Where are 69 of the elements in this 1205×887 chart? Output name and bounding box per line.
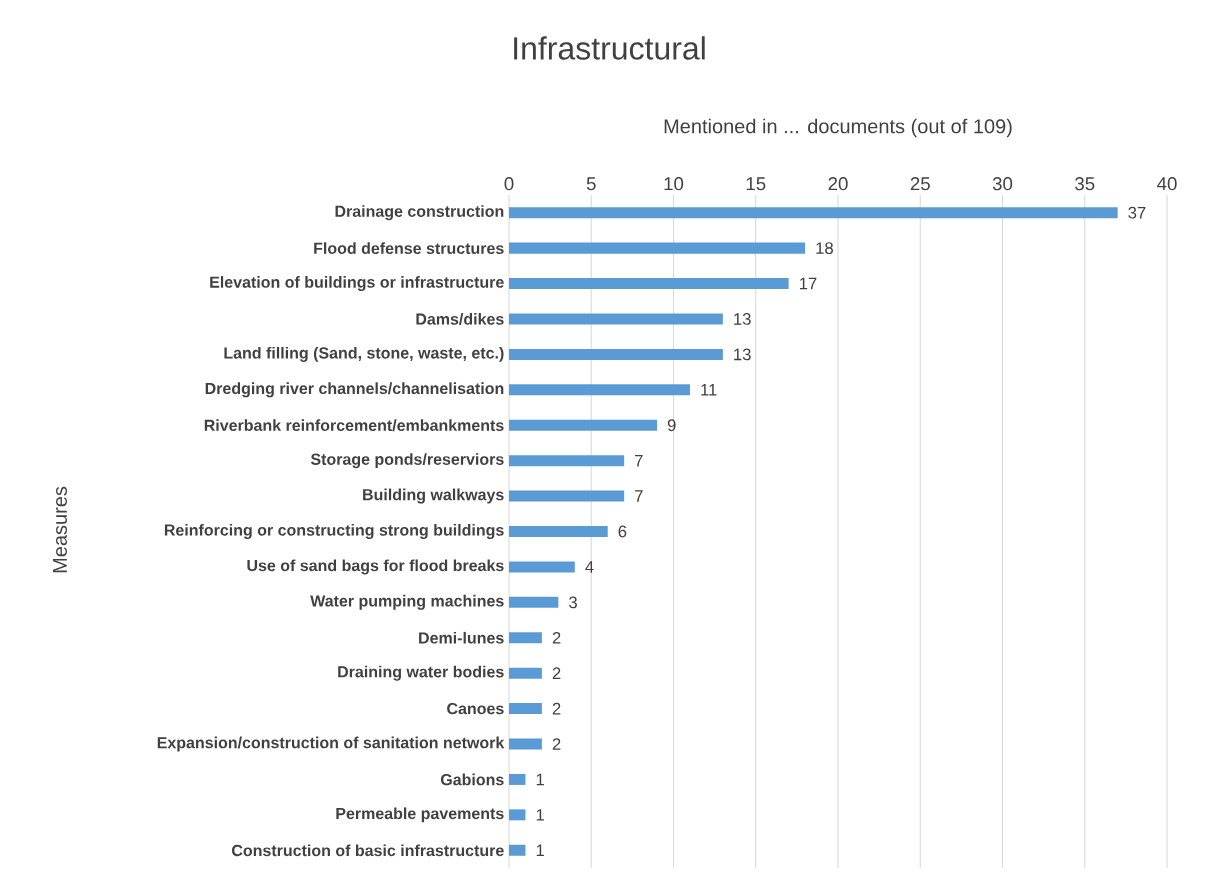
x-tick-label: 40: [1157, 177, 1177, 191]
bar: [509, 313, 723, 325]
bar: [509, 384, 690, 396]
data-label: 13: [734, 348, 751, 361]
y-tick-label: Dredging river channels/channelisation: [205, 382, 504, 398]
bar: [509, 419, 658, 431]
y-tick-label: Riverbank reinforcement/embankments: [204, 419, 504, 432]
y-tick-label: Land filling (Sand, stone, waste, etc.): [224, 346, 504, 362]
data-label: 6: [618, 525, 627, 538]
data-label: 1: [536, 809, 544, 821]
data-label: 2: [552, 667, 561, 679]
x-tick-label: 15: [746, 177, 766, 191]
data-label: 2: [552, 631, 561, 644]
bar: [509, 667, 542, 679]
y-tick-label: Construction of basic infrastructure: [232, 844, 504, 857]
data-label: 1: [536, 773, 544, 786]
y-tick-label: Gabions: [440, 773, 504, 786]
y-tick-label: Dams/dikes: [416, 313, 504, 325]
y-tick-label: Canoes: [447, 702, 504, 715]
y-tick-label: Storage ponds/reserviors: [310, 453, 504, 469]
bar: [509, 242, 806, 254]
y-tick-label: Reinforcing or constructing strong buildings: [164, 524, 504, 539]
y-tick-label: Demi-lunes: [419, 631, 504, 644]
data-label: 37: [1128, 206, 1146, 219]
y-tick-label: Permeable pavements: [336, 807, 504, 823]
data-label: 7: [635, 490, 643, 502]
y-tick-label: Flood defense structures: [314, 242, 504, 254]
data-label: 13: [734, 313, 751, 325]
data-label: 2: [552, 738, 561, 750]
bar: [509, 596, 559, 608]
x-tick-label: 25: [910, 177, 930, 191]
bar: [509, 561, 575, 573]
bar: [509, 348, 723, 360]
data-label: 9: [667, 419, 676, 432]
y-tick-label: Water pumping machines: [310, 594, 504, 610]
bar: [509, 490, 625, 502]
data-label: 3: [569, 596, 577, 609]
y-tick-label: Expansion/construction of sanitation network: [157, 736, 505, 752]
bar: [509, 632, 542, 644]
data-label: 17: [799, 277, 817, 290]
x-tick-label: 5: [586, 177, 596, 191]
y-tick-label: Drainage construction: [335, 205, 504, 221]
data-label: 2: [552, 702, 561, 715]
bar: [509, 844, 526, 856]
y-axis-title: Measures: [53, 486, 67, 573]
bar: [509, 278, 789, 290]
x-tick-label: 30: [992, 177, 1013, 191]
bar: [509, 207, 1118, 219]
data-label: 4: [585, 561, 594, 573]
data-label: 18: [816, 242, 833, 255]
x-tick-label: 35: [1075, 177, 1095, 191]
x-tick-label: 10: [664, 177, 684, 191]
bar: [509, 525, 608, 537]
y-tick-label: Elevation of buildings or infrastructure: [210, 276, 504, 292]
x-axis-title: Mentioned in ... documents (out of 109): [664, 118, 1012, 138]
y-tick-label: Draining water bodies: [338, 665, 504, 681]
data-label: 7: [635, 454, 643, 467]
bar: [509, 738, 542, 750]
x-tick-label: 0: [504, 177, 514, 191]
bar: [509, 455, 625, 467]
data-label: 11: [701, 384, 717, 396]
bar: [509, 773, 526, 785]
bar: [509, 809, 526, 821]
data-label: 1: [536, 844, 544, 857]
bar: [509, 703, 542, 715]
chart-title: Infrastructural: [514, 36, 705, 60]
x-tick-label: 20: [828, 177, 848, 191]
y-tick-label: Use of sand bags for flood breaks: [247, 559, 504, 575]
y-tick-label: Building walkways: [363, 488, 504, 504]
